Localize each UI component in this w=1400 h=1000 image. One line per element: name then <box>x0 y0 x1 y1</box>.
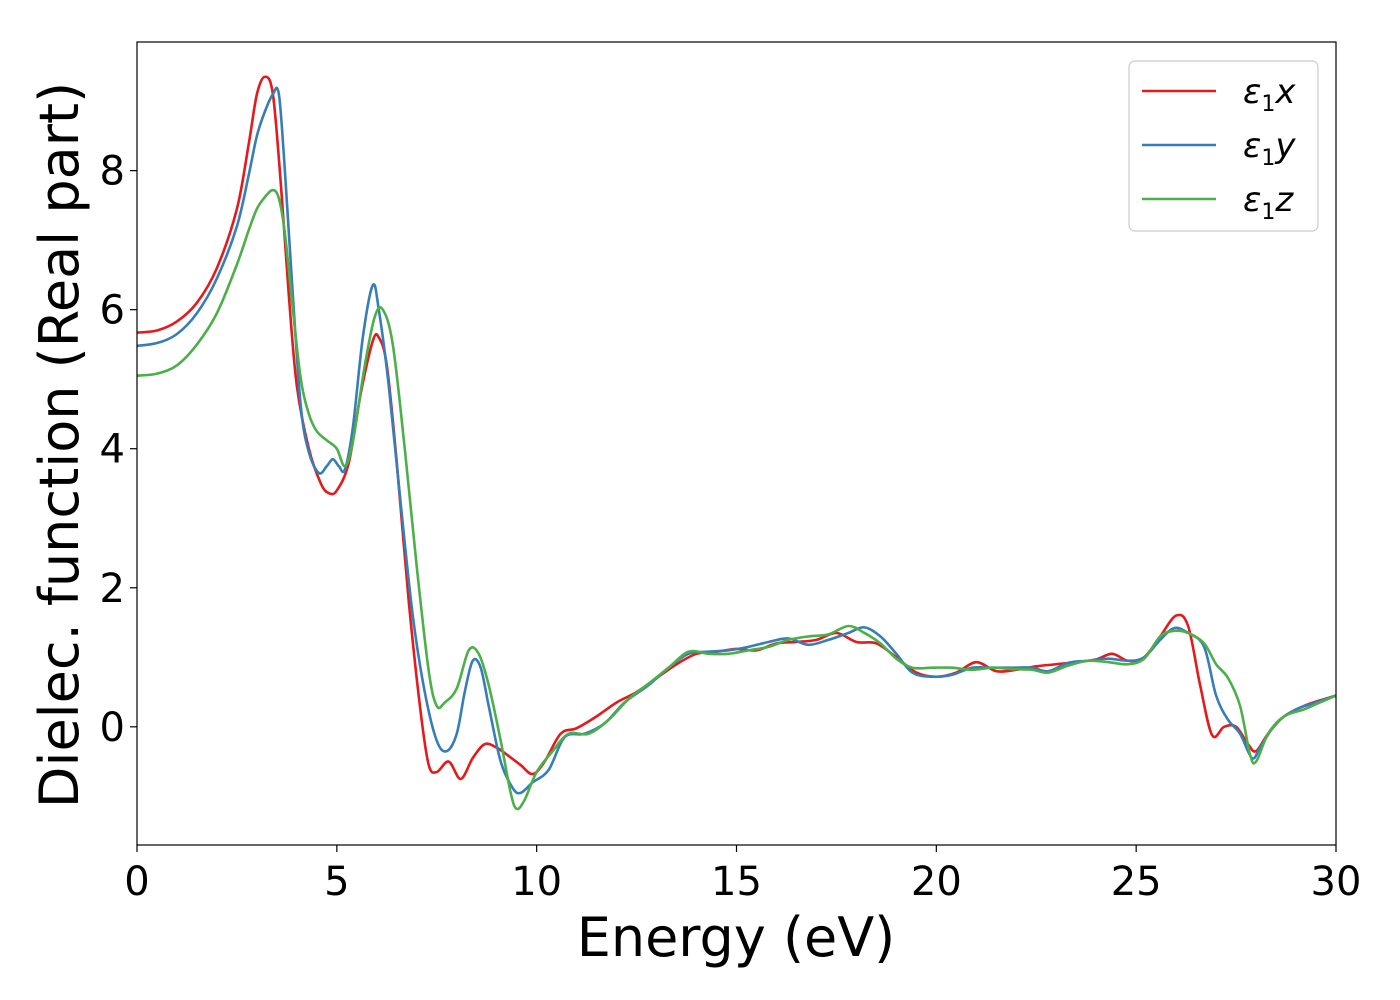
y-tick-label: 8 <box>100 149 125 195</box>
x-axis: 0 5 10 15 20 25 30 <box>124 845 1361 905</box>
y-tick-label: 2 <box>100 566 125 612</box>
y-tick-label: 6 <box>100 288 125 334</box>
series-layer <box>137 75 1336 811</box>
legend-label-x: ε1x <box>1243 72 1296 117</box>
legend-label-y: ε1y <box>1243 126 1296 171</box>
x-tick-label: 5 <box>324 859 349 905</box>
x-tick-label: 0 <box>124 859 149 905</box>
x-tick-label: 10 <box>511 859 562 905</box>
y-tick-label: 4 <box>100 427 125 473</box>
legend-label-z: ε1z <box>1243 180 1294 225</box>
legend-box <box>1128 60 1319 232</box>
x-tick-label: 30 <box>1311 859 1362 905</box>
y-axis: 0 2 4 6 8 <box>100 149 137 751</box>
series-line-z <box>137 188 1336 811</box>
x-axis-title: Energy (eV) <box>577 906 896 969</box>
x-tick-label: 20 <box>911 859 962 905</box>
y-tick-label: 0 <box>100 705 125 751</box>
x-tick-label: 25 <box>1111 859 1162 905</box>
legend: ε1x ε1y ε1z <box>1128 60 1319 232</box>
y-axis-title: Dielec. function (Real part) <box>28 82 91 808</box>
x-tick-label: 15 <box>711 859 762 905</box>
